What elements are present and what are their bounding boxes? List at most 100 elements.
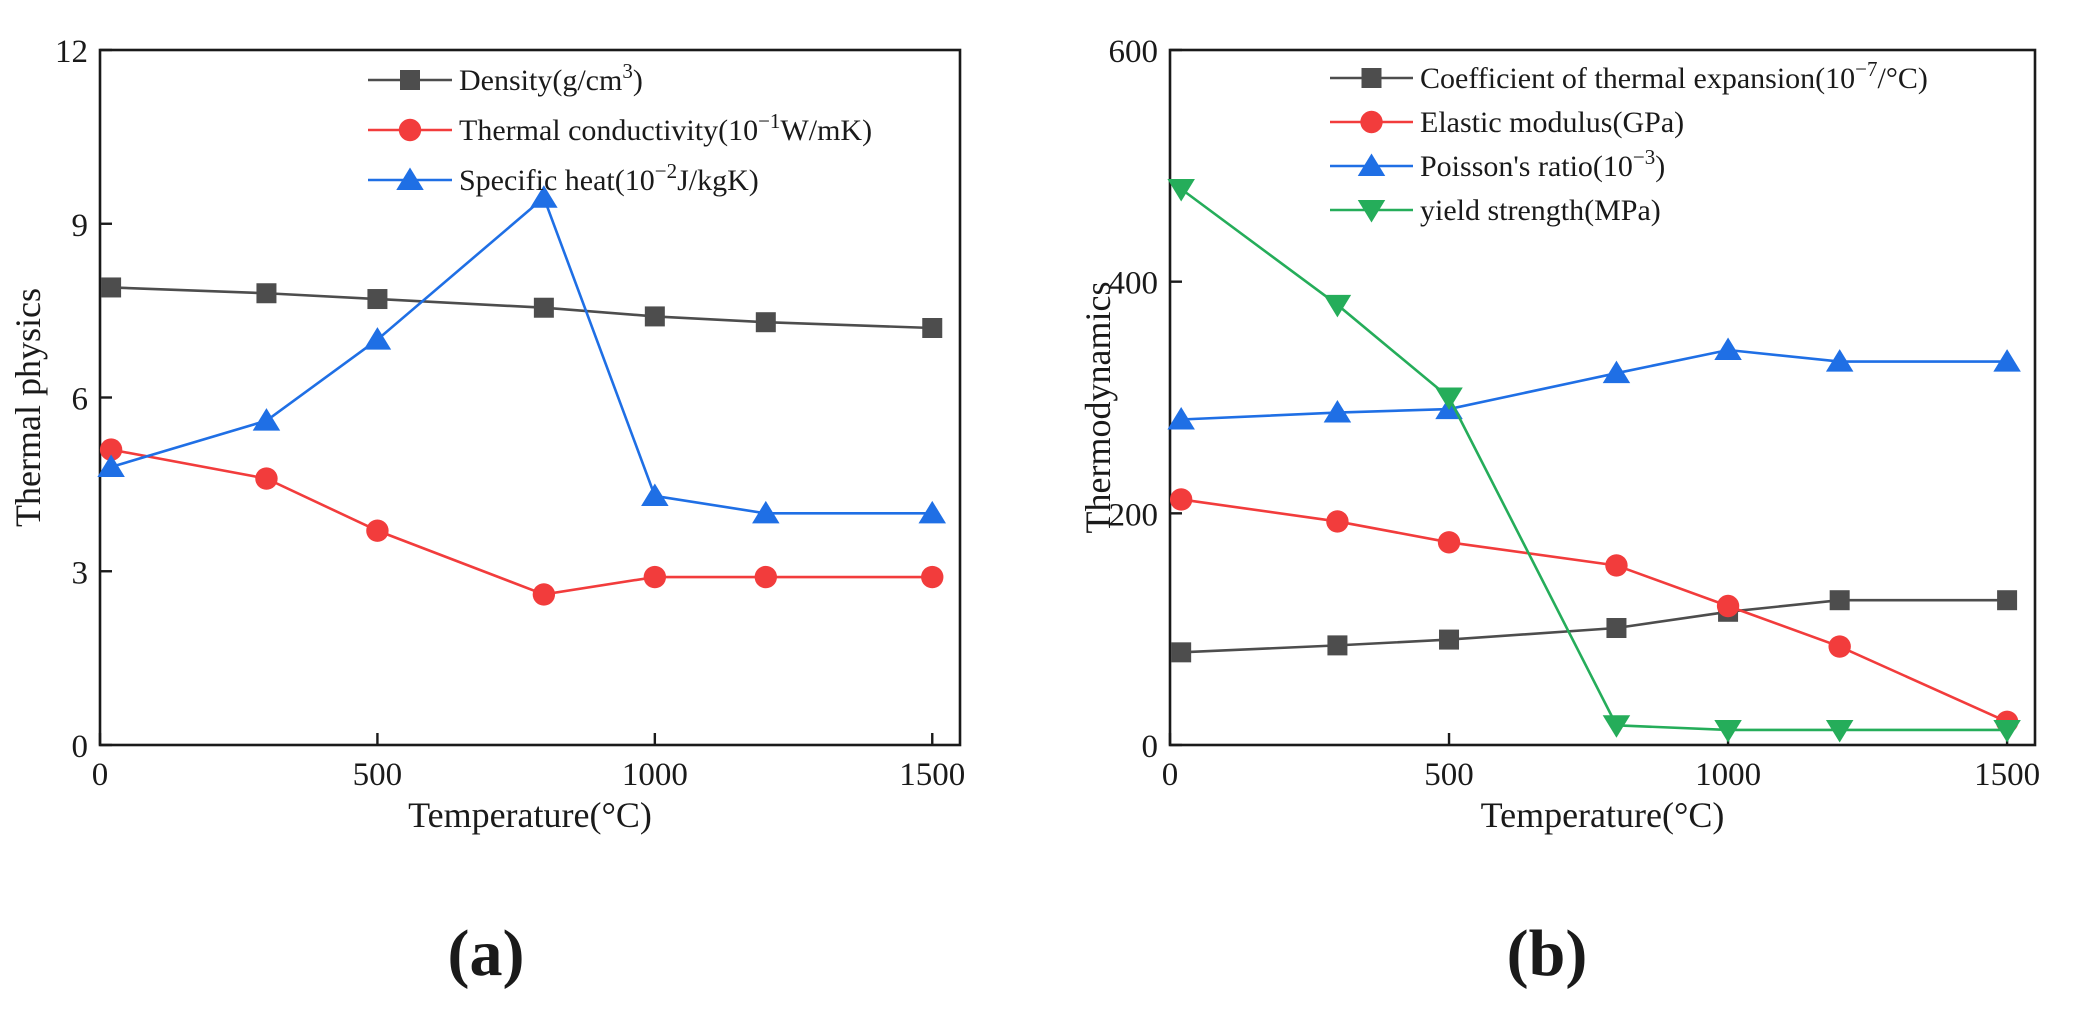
data-point	[255, 467, 278, 490]
y-axis-title: Thermodynamics	[1078, 282, 1118, 534]
data-point	[1825, 349, 1854, 372]
x-tick-label: 0	[1162, 757, 1179, 793]
x-tick-label: 1500	[1974, 757, 2040, 793]
data-point	[101, 277, 122, 298]
data-point	[1997, 590, 2018, 611]
panel-label-a: (a)	[448, 917, 525, 990]
data-point	[533, 297, 554, 318]
legend-marker	[400, 70, 420, 90]
legend-label-tail: J/kgK)	[677, 164, 759, 197]
legend-label-tail: /°C)	[1878, 62, 1928, 95]
series-line-elastic-modulus-gpa	[1180, 498, 2008, 724]
legend-entry-label: Specific heat(10−2J/kgK)	[459, 159, 759, 197]
data-point	[1435, 387, 1463, 410]
legend-label-tail: )	[1655, 150, 1665, 183]
data-point	[1993, 719, 2021, 743]
data-point	[1602, 360, 1631, 384]
legend-marker	[1357, 200, 1386, 223]
data-point	[366, 519, 389, 542]
y-tick-label: 6	[72, 382, 89, 418]
data-point	[1323, 400, 1352, 423]
legend-label-tail: )	[633, 64, 643, 97]
y-tick-label: 9	[72, 208, 89, 244]
y-tick-label: 200	[1109, 497, 1159, 533]
data-point	[530, 185, 558, 208]
y-tick-label: 400	[1109, 266, 1159, 302]
legend-entry-label: Poisson's ratio(10−3)	[1420, 145, 1665, 183]
data-point	[1326, 510, 1349, 533]
x-tick-label: 0	[92, 757, 109, 793]
series-line-yield-strength-mpa	[1180, 187, 2008, 732]
y-axis-title: Thermal physics	[8, 288, 48, 527]
data-point	[532, 583, 556, 606]
series-line-coefficient-of-thermal-expansion-10	[1181, 598, 2008, 654]
data-point	[1606, 618, 1627, 639]
superscript: 3	[622, 59, 633, 83]
y-tick-label: 3	[72, 555, 89, 591]
x-axis-title: Temperature(°C)	[408, 795, 652, 835]
plot-frame-b	[1168, 48, 2037, 747]
data-point	[755, 312, 776, 333]
data-point	[1716, 594, 1740, 618]
superscript: −7	[1855, 57, 1877, 81]
superscript: −3	[1633, 145, 1655, 169]
legend-marker	[398, 118, 422, 142]
data-point	[1323, 294, 1352, 318]
data-point	[252, 408, 281, 431]
data-point	[363, 327, 392, 350]
data-point	[1714, 719, 1742, 743]
panel-label-b: (b)	[1507, 917, 1588, 990]
legend-entry-label: yield strength(MPa)	[1420, 194, 1661, 227]
series-line-thermal-conductivity-10	[110, 448, 933, 596]
data-point	[1171, 642, 1192, 663]
plot-frame-a	[98, 48, 962, 747]
data-point	[1437, 531, 1461, 554]
data-point	[1828, 635, 1851, 658]
data-point	[1602, 715, 1631, 738]
x-tick-label: 1000	[1695, 757, 1761, 793]
legend-entry-label: Elastic modulus(GPa)	[1420, 106, 1684, 139]
series-line-poisson-s-ratio-10	[1181, 348, 2008, 421]
data-point	[1167, 407, 1195, 430]
legend-marker	[1360, 110, 1383, 134]
x-tick-label: 1000	[622, 757, 688, 793]
data-point	[641, 483, 669, 506]
data-point	[1714, 337, 1742, 361]
data-point	[643, 565, 667, 589]
legend-a: Density(g/cm3) Thermal conductivity(10−1W…	[368, 59, 872, 197]
legend-entry-label: Density(g/cm3)	[459, 59, 643, 97]
data-point	[1439, 629, 1460, 650]
chart-panel-b: 0 500 1000 1500 0 200 400 600 Temperature(°C) The…	[1078, 34, 2040, 835]
x-tick-label: 1500	[899, 757, 965, 793]
legend-entry-label: Thermal conductivity(10−1W/mK)	[459, 109, 872, 147]
data-point	[99, 438, 123, 461]
y-tick-label: 0	[72, 729, 89, 765]
legend-marker	[1357, 153, 1386, 176]
legend-label-tail: W/mK)	[780, 114, 872, 147]
data-point	[918, 500, 947, 524]
data-point	[367, 289, 388, 310]
x-tick-label: 500	[1424, 757, 1474, 793]
series-line-density-g-cm	[111, 286, 933, 330]
data-point	[256, 283, 277, 304]
legend-b: Coefficient of thermal expansion(10−7/°C…	[1330, 57, 1928, 227]
chart-panel-a: 0 500 1000 1500 0 3 6 9 12 Temperature(°C) Thermal…	[8, 34, 965, 835]
data-point	[644, 306, 665, 327]
data-point	[1167, 179, 1195, 202]
data-point	[97, 454, 125, 477]
superscript: −2	[655, 159, 677, 183]
legend-marker	[396, 167, 424, 190]
data-point	[1327, 635, 1348, 656]
data-point	[752, 500, 780, 524]
series-line-specific-heat-10	[110, 195, 933, 515]
superscript: −1	[758, 109, 780, 133]
data-point	[1825, 719, 1854, 743]
y-tick-label: 600	[1109, 34, 1159, 70]
y-tick-label: 0	[1142, 729, 1159, 765]
data-point	[1169, 488, 1193, 511]
data-point	[1829, 590, 1850, 611]
y-tick-label: 12	[55, 34, 88, 70]
data-point	[754, 565, 778, 589]
data-point	[922, 318, 943, 338]
